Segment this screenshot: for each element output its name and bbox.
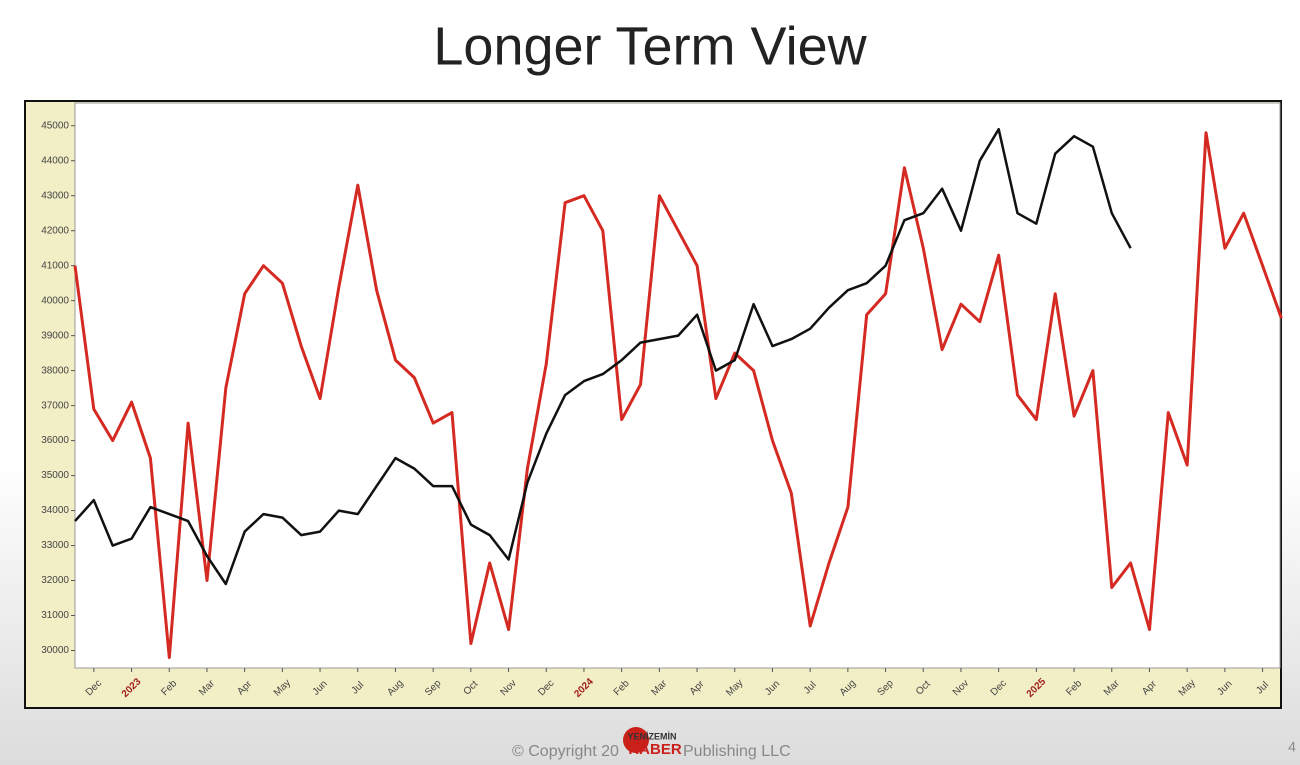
y-tick-label: 38000 <box>41 365 69 376</box>
y-tick-label: 37000 <box>41 400 69 411</box>
y-tick-label: 42000 <box>41 225 69 236</box>
y-tick-label: 43000 <box>41 190 69 201</box>
plot-area <box>74 102 1281 669</box>
y-tick-label: 39000 <box>41 330 69 341</box>
y-tick-label: 41000 <box>41 260 69 271</box>
y-tick-label: 30000 <box>41 645 69 656</box>
y-tick-label: 40000 <box>41 295 69 306</box>
y-tick-label: 32000 <box>41 575 69 586</box>
y-tick-label: 31000 <box>41 610 69 621</box>
series-line <box>74 127 1132 586</box>
slide-title: Longer Term View <box>433 16 867 76</box>
y-tick-label: 45000 <box>41 120 69 131</box>
y-tick-label: 44000 <box>41 155 69 166</box>
page-number: 4 <box>1288 739 1296 755</box>
watermark-bottom: HABER <box>628 741 682 758</box>
y-tick-label: 35000 <box>41 470 69 481</box>
watermark-logo <box>623 727 649 753</box>
y-tick-label: 36000 <box>41 435 69 446</box>
series-line <box>73 131 1283 659</box>
watermark-top: YENİZEMİN <box>627 731 676 741</box>
footer-right: Publishing LLC <box>683 743 791 760</box>
y-tick-label: 34000 <box>41 505 69 516</box>
footer-left: © Copyright 20 <box>512 743 619 760</box>
y-tick-label: 33000 <box>41 540 69 551</box>
